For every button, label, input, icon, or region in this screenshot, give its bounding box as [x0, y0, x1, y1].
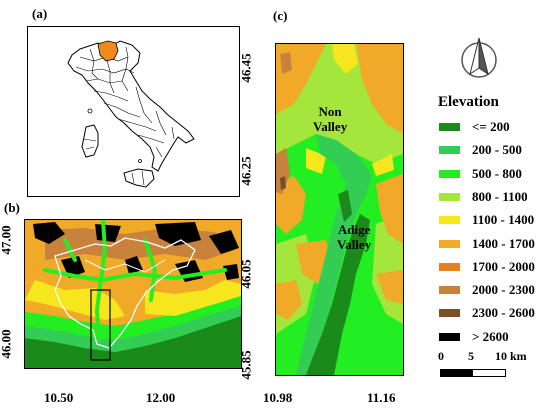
panel-c-ytick-4585: 45.85: [238, 350, 254, 380]
study-area-box: [90, 289, 111, 361]
legend-item: 500 - 800: [439, 166, 522, 182]
panel-b-ytick-46: 46.00: [0, 329, 14, 359]
panel-b-ytick-47: 47.00: [0, 225, 14, 255]
trentino-highlight: [97, 40, 119, 62]
legend-swatch: [439, 332, 460, 341]
panel-c-xtick-1116: 11.16: [367, 390, 396, 405]
legend-swatch: [439, 216, 460, 225]
legend-swatch: [439, 146, 460, 155]
sicily: [123, 168, 155, 188]
legend-item: 2300 - 2600: [439, 305, 535, 321]
legend-label: 800 - 1100: [472, 188, 528, 204]
legend-item: 800 - 1100: [439, 189, 528, 205]
italy-mainland: [67, 40, 195, 172]
legend-item: 200 - 500: [439, 142, 522, 158]
legend-swatch: [439, 169, 460, 178]
non-valley-label: Non Valley: [313, 104, 348, 134]
legend-swatch: [439, 123, 460, 131]
legend-label: <= 200: [472, 119, 510, 134]
legend-label: 200 - 500: [472, 142, 522, 158]
adige-valley-floor: [306, 214, 370, 375]
regional-elevation-map: [25, 220, 241, 368]
legend-item: 1400 - 1700: [439, 236, 535, 252]
panel-b-xtick-1050: 10.50: [44, 390, 74, 405]
legend-label: 1400 - 1700: [472, 235, 535, 251]
legend-swatch: [439, 309, 460, 318]
legend-label: 1700 - 2000: [472, 258, 535, 274]
italy-map: [67, 40, 195, 188]
legend-label: 2000 - 2300: [472, 282, 535, 298]
panel-c-ytick-4645: 46.45: [238, 53, 254, 83]
legend-item: <= 200: [439, 119, 510, 135]
north-arrow-icon: [461, 37, 497, 78]
panel-c-ytick-4625: 46.25: [238, 156, 254, 186]
legend-swatch: [439, 262, 460, 271]
legend-label: > 2600: [472, 328, 509, 344]
scale-label-10km: 10 km: [495, 349, 527, 363]
scale-label-5: 5: [468, 349, 474, 363]
trentino-border: [54, 237, 196, 349]
scale-label-0: 0: [438, 349, 444, 363]
adige-valley-label: Adige Valley: [337, 222, 372, 252]
legend-item: 1700 - 2000: [439, 259, 535, 275]
panel-b-label: (b): [4, 200, 20, 215]
panel-c-label: (c): [273, 8, 288, 23]
legend-swatch: [439, 192, 460, 201]
panel-c-frame: [275, 43, 404, 376]
panel-a-label: (a): [32, 6, 48, 21]
legend-item: 1100 - 1400: [439, 212, 534, 228]
legend-label: 500 - 800: [472, 165, 522, 181]
legend-label: 2300 - 2600: [472, 305, 535, 321]
study-area-elevation-map: [276, 44, 403, 375]
legend-item: > 2600: [439, 329, 509, 345]
panel-c-ytick-4605: 46.05: [238, 259, 254, 289]
panel-b-xtick-1200: 12.00: [146, 390, 176, 405]
legend-swatch: [439, 286, 460, 295]
scale-bar: [440, 369, 506, 377]
legend-title: Elevation: [438, 94, 499, 110]
legend-label: 1100 - 1400: [472, 212, 535, 228]
legend-swatch: [439, 239, 460, 248]
scale-bar-white-segment: [473, 370, 505, 376]
panel-b-frame: [24, 219, 242, 369]
legend-item: 2000 - 2300: [439, 282, 535, 298]
panel-a-frame: [27, 26, 240, 197]
panel-c-xtick-1098: 10.98: [263, 390, 293, 405]
scale-bar-black-segment: [441, 370, 473, 376]
